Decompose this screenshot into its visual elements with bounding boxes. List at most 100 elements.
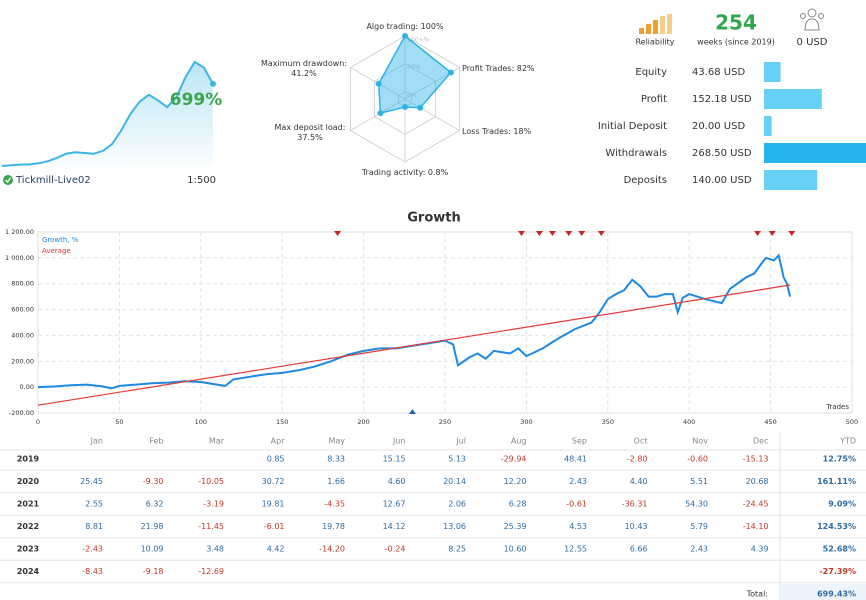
- radar-category: Loss Trades:: [462, 127, 511, 136]
- radar-spoke: [350, 98, 406, 131]
- month-value: 10.60: [504, 545, 527, 554]
- month-value: 8.81: [85, 522, 103, 531]
- withdrawal-marker: [754, 231, 762, 236]
- month-value: 14.12: [383, 522, 406, 531]
- series-line: [37, 284, 791, 406]
- month-value: -12.69: [198, 567, 224, 576]
- radar-point: [375, 80, 382, 87]
- stat-label: Deposits: [624, 175, 667, 186]
- radar-label: Profit Trades: 82%: [462, 64, 535, 73]
- ytd-value: 161.11%: [817, 477, 856, 486]
- radar-value: 0.8%: [428, 168, 449, 177]
- year: 2022: [17, 522, 39, 531]
- month-value: -29.94: [501, 455, 527, 464]
- month-value: 12.20: [504, 477, 527, 486]
- radar-label: Algo trading: 100%: [366, 22, 444, 31]
- x-tick-label: 500: [846, 418, 858, 426]
- y-tick-label: 1 000.00: [5, 254, 34, 262]
- subscribers-icon: [800, 8, 824, 31]
- month-value: 4.60: [388, 477, 406, 486]
- year: 2023: [17, 545, 39, 554]
- month-value: 12.55: [564, 545, 587, 554]
- month-value: -11.45: [198, 522, 224, 531]
- withdrawal-marker: [548, 231, 556, 236]
- month-value: 2.43: [690, 545, 708, 554]
- month-value: -4.35: [324, 500, 345, 509]
- month-header: Jul: [455, 437, 466, 446]
- verified-icon: [3, 175, 13, 185]
- radar-ring-label: 50%: [407, 64, 421, 71]
- year: 2020: [17, 477, 40, 486]
- stat-value: 20.00 USD: [692, 121, 745, 132]
- month-header: Oct: [634, 437, 648, 446]
- legend-average: Average: [42, 247, 71, 255]
- x-tick-label: 350: [602, 418, 614, 426]
- radar-label: Loss Trades: 18%: [462, 127, 532, 136]
- month-value: -14.20: [319, 545, 345, 554]
- month-header: Aug: [511, 437, 527, 446]
- stat-value: 43.68 USD: [692, 67, 745, 78]
- withdrawal-marker: [578, 231, 586, 236]
- month-header: Nov: [692, 437, 708, 446]
- reliability-icon: [639, 14, 672, 34]
- sparkline: [1, 60, 214, 167]
- month-value: 2.43: [569, 477, 587, 486]
- month-value: -0.24: [385, 545, 406, 554]
- month-value: 6.66: [630, 545, 648, 554]
- year: 2024: [17, 567, 40, 576]
- ytd-value: -27.39%: [819, 567, 856, 576]
- stat-bar: [764, 143, 866, 163]
- ytd-header: YTD: [839, 437, 856, 446]
- stat-label: Initial Deposit: [598, 121, 667, 132]
- growth-annotation: 699%: [170, 90, 223, 110]
- year: 2021: [17, 500, 40, 509]
- month-value: -36.31: [622, 500, 648, 509]
- month-value: -3.19: [203, 500, 224, 509]
- x-tick-label: 250: [439, 418, 451, 426]
- radar-point: [447, 69, 454, 76]
- withdrawal-marker: [518, 231, 526, 236]
- y-tick-label: 0.00: [20, 383, 34, 391]
- radar-point: [402, 33, 408, 39]
- reliability-label: Reliability: [635, 38, 674, 47]
- weeks-value: 254: [715, 11, 757, 35]
- series-line: [37, 253, 792, 390]
- withdrawal-marker: [535, 231, 543, 236]
- month-value: 12.67: [383, 500, 406, 509]
- ytd-value: 9.09%: [828, 500, 856, 509]
- month-value: -2.80: [627, 455, 648, 464]
- account-name[interactable]: Tickmill-Live02: [15, 175, 91, 186]
- radar-category: Algo trading:: [366, 22, 418, 31]
- verified-check: [5, 177, 12, 184]
- month-value: -9.30: [143, 477, 164, 486]
- month-value: 0.85: [267, 455, 285, 464]
- month-value: 13.06: [443, 522, 466, 531]
- stat-label: Withdrawals: [605, 148, 667, 159]
- month-header: May: [328, 437, 345, 446]
- month-value: 21.98: [141, 522, 164, 531]
- month-value: 19.81: [262, 500, 285, 509]
- month-value: 6.28: [509, 500, 527, 509]
- month-value: 2.06: [448, 500, 466, 509]
- month-header: Feb: [149, 437, 163, 446]
- stat-value: 268.50 USD: [692, 148, 752, 159]
- month-value: -24.45: [743, 500, 769, 509]
- x-tick-label: 400: [683, 418, 695, 426]
- withdrawal-marker: [768, 231, 776, 236]
- x-tick-label: 450: [764, 418, 776, 426]
- month-header: Sep: [572, 437, 587, 446]
- x-tick-label: 0: [36, 418, 40, 426]
- total-label: Total:: [746, 590, 768, 599]
- month-value: -10.05: [198, 477, 224, 486]
- stat-bar: [764, 170, 818, 190]
- month-value: -6.01: [264, 522, 285, 531]
- month-value: 4.42: [267, 545, 285, 554]
- month-value: 3.48: [206, 545, 224, 554]
- deposit-marker: [408, 409, 416, 414]
- radar-label: Maximum drawdown: 41.2%: [261, 59, 347, 78]
- radar-area: [377, 34, 452, 115]
- radar-category: Maximum drawdown:: [261, 59, 347, 68]
- radar-value: 18%: [513, 127, 531, 136]
- ytd-value: 12.75%: [823, 455, 856, 464]
- month-value: -0.60: [687, 455, 708, 464]
